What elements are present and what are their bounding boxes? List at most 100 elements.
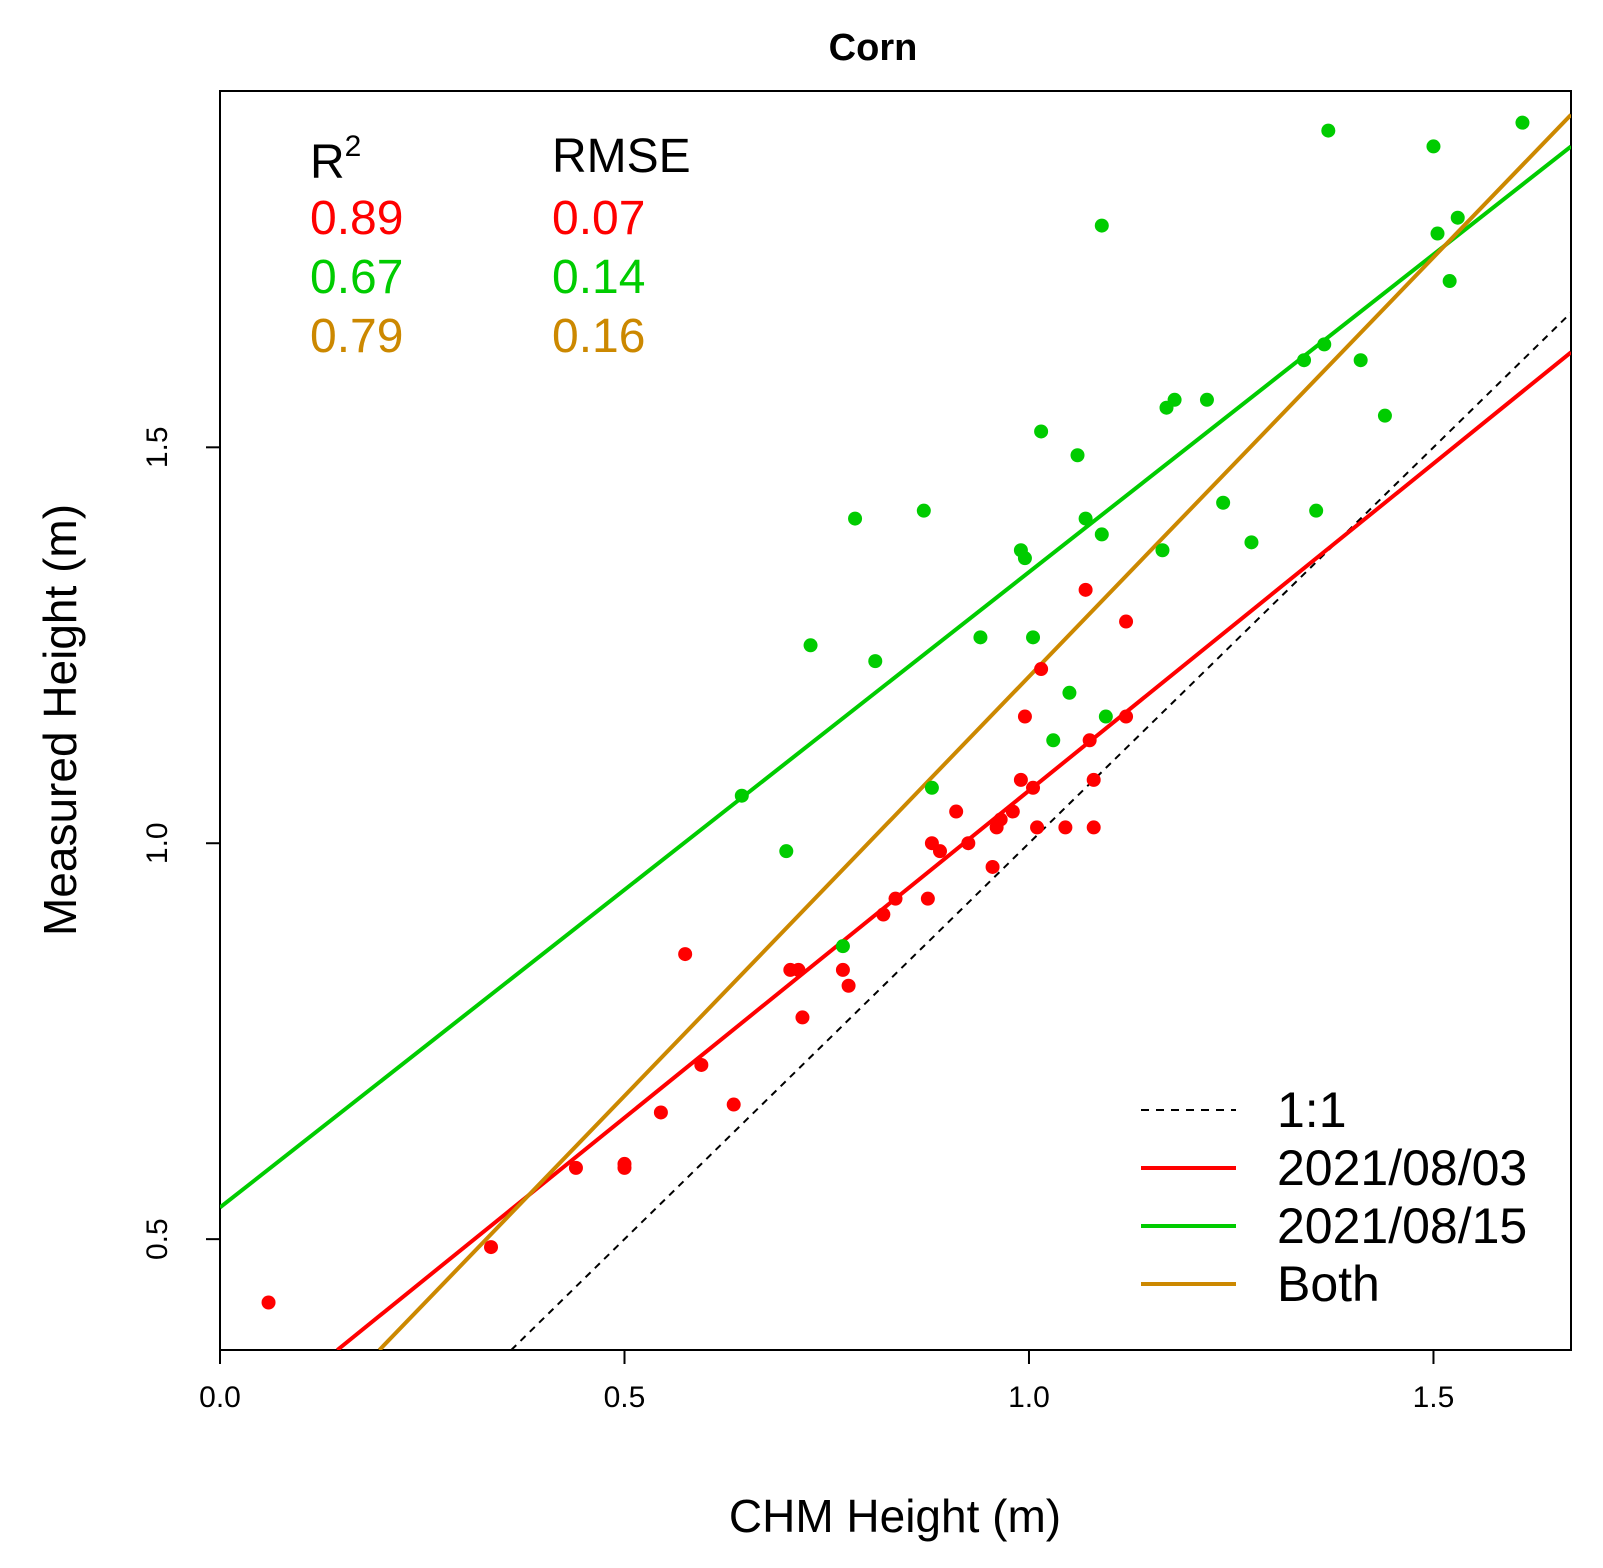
- data-point-2021-08-03: [1026, 780, 1041, 795]
- fit-line-both: [377, 113, 1571, 1350]
- data-point-2021-08-03: [835, 962, 850, 977]
- data-point-2021-08-15: [803, 638, 818, 653]
- data-point-2021-08-03: [617, 1160, 632, 1175]
- y-tick-label: 1.5: [141, 426, 174, 468]
- stats-rows: 0.89 0.07 0.67 0.14 0.79 0.16: [310, 192, 645, 363]
- data-point-2021-08-15: [1017, 551, 1032, 566]
- data-point-2021-08-15: [1155, 543, 1170, 558]
- y-axis-label: Measured Height (m): [34, 504, 86, 936]
- data-point-2021-08-15: [848, 511, 863, 526]
- y-tick-label: 0.5: [141, 1218, 174, 1260]
- data-point-2021-08-15: [1297, 353, 1312, 368]
- data-point-2021-08-15: [1442, 274, 1457, 289]
- data-point-2021-08-15: [1046, 733, 1061, 748]
- data-point-2021-08-03: [920, 891, 935, 906]
- stats-header-r2: R2: [310, 130, 361, 189]
- data-point-2021-08-15: [1216, 495, 1231, 510]
- data-point-2021-08-15: [1094, 218, 1109, 233]
- data-point-2021-08-15: [1026, 630, 1041, 645]
- stats-rmse-value: 0.16: [552, 310, 645, 363]
- data-point-2021-08-15: [916, 503, 931, 518]
- x-axis: 0.0 0.5 1.0 1.5: [199, 1349, 1455, 1414]
- data-point-2021-08-15: [1034, 424, 1049, 439]
- y-tick-label: 1.0: [141, 822, 174, 864]
- stats-header-rmse: RMSE: [552, 130, 691, 183]
- data-point-2021-08-03: [949, 804, 964, 819]
- legend-label-2021-08-03: 2021/08/03: [1277, 1140, 1527, 1196]
- stats-r2-value: 0.89: [310, 192, 403, 245]
- y-axis: 0.5 1.0 1.5: [141, 426, 220, 1260]
- chart-title: Corn: [829, 27, 918, 69]
- data-point-2021-08-03: [694, 1057, 709, 1072]
- data-point-2021-08-15: [1309, 503, 1324, 518]
- data-point-2021-08-03: [1013, 772, 1028, 787]
- data-point-2021-08-03: [876, 907, 891, 922]
- data-point-2021-08-03: [1017, 709, 1032, 724]
- data-point-2021-08-15: [734, 788, 749, 803]
- stats-r2-value: 0.67: [310, 251, 403, 304]
- data-point-2021-08-15: [1426, 139, 1441, 154]
- stats-r2-value: 0.79: [310, 310, 403, 363]
- stats-header-r2-superscript: 2: [345, 130, 362, 163]
- data-point-2021-08-03: [791, 962, 806, 977]
- data-point-2021-08-15: [1199, 392, 1214, 407]
- data-point-2021-08-03: [1119, 614, 1134, 629]
- data-point-2021-08-03: [1030, 820, 1045, 835]
- data-point-2021-08-03: [653, 1105, 668, 1120]
- data-point-2021-08-15: [1098, 709, 1113, 724]
- data-point-2021-08-15: [1070, 448, 1085, 463]
- data-point-2021-08-03: [261, 1295, 276, 1310]
- data-point-2021-08-15: [868, 654, 883, 669]
- data-point-2021-08-03: [484, 1240, 499, 1255]
- x-tick-label: 0.0: [199, 1381, 241, 1414]
- data-point-2021-08-15: [1094, 527, 1109, 542]
- data-point-2021-08-03: [1058, 820, 1073, 835]
- data-point-2021-08-15: [973, 630, 988, 645]
- data-point-2021-08-03: [568, 1160, 583, 1175]
- x-tick-label: 1.5: [1413, 1381, 1455, 1414]
- data-point-2021-08-15: [1244, 535, 1259, 550]
- data-point-2021-08-03: [1034, 662, 1049, 677]
- data-point-2021-08-15: [1062, 685, 1077, 700]
- data-point-2021-08-15: [1377, 408, 1392, 423]
- data-point-2021-08-03: [841, 978, 856, 993]
- data-point-2021-08-15: [1321, 123, 1336, 138]
- data-point-2021-08-15: [924, 780, 939, 795]
- data-point-2021-08-15: [1317, 337, 1332, 352]
- stats-table: R2 RMSE 0.89 0.07 0.67 0.14 0.79 0.16: [310, 130, 691, 363]
- x-tick-label: 1.0: [1008, 1381, 1050, 1414]
- legend-label-both: Both: [1277, 1256, 1380, 1312]
- stats-rmse-value: 0.14: [552, 251, 645, 304]
- data-points: [261, 115, 1530, 1310]
- data-point-2021-08-03: [932, 844, 947, 859]
- data-point-2021-08-03: [1086, 820, 1101, 835]
- data-point-2021-08-03: [993, 812, 1008, 827]
- data-point-2021-08-03: [726, 1097, 741, 1112]
- data-point-2021-08-15: [1430, 226, 1445, 241]
- data-point-2021-08-03: [985, 859, 1000, 874]
- data-point-2021-08-03: [678, 947, 693, 962]
- data-point-2021-08-03: [1005, 804, 1020, 819]
- stats-header-r2-base: R: [310, 136, 345, 189]
- data-point-2021-08-15: [1078, 511, 1093, 526]
- x-tick-label: 0.5: [604, 1381, 646, 1414]
- legend-label-1-1: 1:1: [1277, 1082, 1347, 1138]
- fit-line-2021-08-15: [220, 144, 1571, 1210]
- data-point-2021-08-03: [1086, 772, 1101, 787]
- fit-line-2021-08-03: [336, 350, 1571, 1350]
- data-point-2021-08-15: [1515, 115, 1530, 130]
- x-axis-label: CHM Height (m): [729, 1490, 1061, 1542]
- data-point-2021-08-03: [1119, 709, 1134, 724]
- stats-rmse-value: 0.07: [552, 192, 645, 245]
- data-point-2021-08-15: [779, 844, 794, 859]
- data-point-2021-08-15: [1167, 392, 1182, 407]
- legend-label-2021-08-15: 2021/08/15: [1277, 1198, 1527, 1254]
- data-point-2021-08-03: [961, 836, 976, 851]
- data-point-2021-08-15: [835, 939, 850, 954]
- data-point-2021-08-15: [1353, 353, 1368, 368]
- data-point-2021-08-03: [795, 1010, 810, 1025]
- data-point-2021-08-03: [1078, 582, 1093, 597]
- data-point-2021-08-03: [888, 891, 903, 906]
